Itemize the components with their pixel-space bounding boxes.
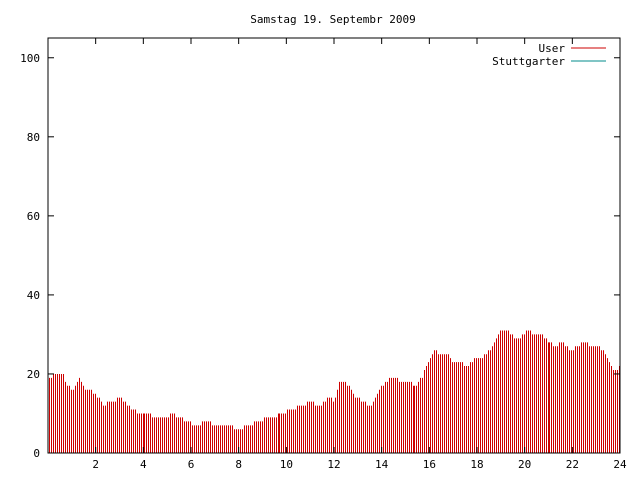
x-tick-label: 20 xyxy=(518,458,531,471)
bars-group xyxy=(49,330,620,453)
x-tick-label: 12 xyxy=(327,458,340,471)
x-tick-label: 22 xyxy=(566,458,579,471)
x-tick-label: 6 xyxy=(188,458,195,471)
legend: User Stuttgarter xyxy=(492,42,606,68)
x-tick-label: 24 xyxy=(613,458,627,471)
x-axis: 2 4 6 8 10 12 14 16 18 20 22 24 xyxy=(92,38,627,471)
x-tick-label: 2 xyxy=(92,458,99,471)
y-axis: 0 20 40 60 80 100 xyxy=(20,52,620,460)
chart-title: Samstag 19. Septembr 2009 xyxy=(250,13,416,26)
legend-label-stuttgarter: Stuttgarter xyxy=(492,55,565,68)
x-tick-label: 4 xyxy=(140,458,147,471)
y-tick-label: 100 xyxy=(20,52,40,65)
x-tick-label: 14 xyxy=(375,458,389,471)
x-tick-label: 10 xyxy=(280,458,293,471)
legend-label-user: User xyxy=(539,42,566,55)
x-tick-label: 16 xyxy=(423,458,436,471)
x-tick-label: 18 xyxy=(470,458,483,471)
y-tick-label: 40 xyxy=(27,289,40,302)
y-tick-label: 80 xyxy=(27,131,40,144)
y-tick-label: 20 xyxy=(27,368,40,381)
x-tick-label: 8 xyxy=(235,458,242,471)
y-tick-label: 0 xyxy=(33,447,40,460)
y-tick-label: 60 xyxy=(27,210,40,223)
